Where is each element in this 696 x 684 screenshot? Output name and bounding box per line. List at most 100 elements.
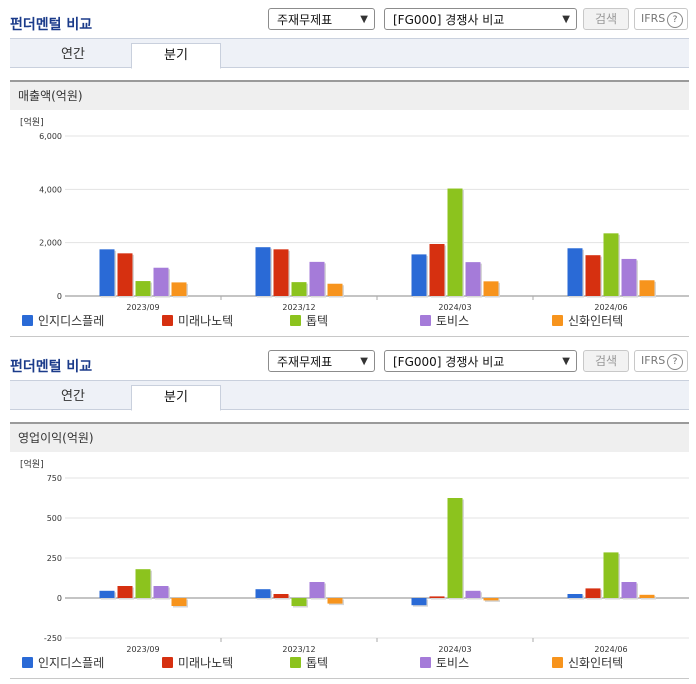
ifrs-button[interactable]: IFRS ? [634,8,688,30]
operating-profit-chart: [억원] -250 0 250 500 750 2023/09 2023/12 2024/03 2… [10,452,689,679]
bar[interactable] [585,588,601,598]
legend-item[interactable]: 톱텍 [290,312,328,330]
legend-item[interactable]: 토비스 [420,312,469,330]
unit-label: [억원] [20,116,44,128]
search-button[interactable]: 검색 [583,350,629,372]
legend-label: 토비스 [436,656,470,670]
y-tick-label: 0 [57,292,62,301]
legend-item[interactable]: 인지디스플레 [22,654,104,672]
bar[interactable] [483,281,499,296]
statement-type-value: 주재무제표 [277,13,333,27]
peer-group-select[interactable]: [FG000] 경쟁사 비교 ▼ [384,8,577,30]
ifrs-button[interactable]: IFRS ? [634,350,688,372]
tab-quarterly[interactable]: 분기 [131,385,221,411]
bar[interactable] [483,598,499,601]
legend-item[interactable]: 미래나노텍 [162,654,233,672]
bar[interactable] [621,582,637,598]
legend-label: 인지디스플레 [38,656,105,670]
legend-item[interactable]: 톱텍 [290,654,328,672]
search-button[interactable]: 검색 [583,8,629,30]
y-tick-label: 500 [47,514,62,523]
bar[interactable] [639,594,655,598]
bar[interactable] [291,282,307,296]
legend-item[interactable]: 미래나노텍 [162,312,233,330]
bar[interactable] [309,582,325,598]
operating-profit-chart-svg: [억원] -250 0 250 500 750 2023/09 2023/12 2024/03 2… [20,458,689,654]
legend-swatch [162,657,173,668]
bar[interactable] [99,249,115,296]
legend-label: 톱텍 [306,314,329,328]
statement-type-select[interactable]: 주재무제표 ▼ [268,8,375,30]
bar[interactable] [447,188,463,296]
bar[interactable] [99,590,115,598]
bar[interactable] [117,586,133,598]
bar[interactable] [135,569,151,598]
bar[interactable] [585,255,601,296]
legend-swatch [420,657,431,668]
y-tick-label: 0 [57,594,62,603]
legend-item[interactable]: 인지디스플레 [22,312,104,330]
legend-label: 미래나노텍 [178,656,234,670]
bar-shadow [431,597,446,600]
statement-type-select[interactable]: 주재무제표 ▼ [268,350,375,372]
bar[interactable] [639,280,655,296]
bar[interactable] [135,281,151,296]
fundamental-panel-operating-profit: 펀더멘털 비교 주재무제표 ▼ [FG000] 경쟁사 비교 ▼ 검색 IFRS… [0,342,696,684]
legend-swatch [22,315,33,326]
bar[interactable] [117,253,133,296]
legend-item[interactable]: 토비스 [420,654,469,672]
tab-quarterly[interactable]: 분기 [131,43,221,69]
bar[interactable] [273,249,289,296]
divider [10,336,689,337]
bar[interactable] [153,586,169,598]
bar[interactable] [171,598,187,606]
legend-label: 인지디스플레 [38,314,105,328]
legend-swatch [552,657,563,668]
legend-swatch [162,315,173,326]
y-tick-label: 4,000 [39,185,62,194]
statement-type-value: 주재무제표 [277,355,333,369]
bar[interactable] [621,258,637,296]
tab-annual[interactable]: 연간 [61,47,85,62]
peer-group-select[interactable]: [FG000] 경쟁사 비교 ▼ [384,350,577,372]
legend-item[interactable]: 신화인터텍 [552,654,623,672]
bar[interactable] [603,233,619,296]
bar[interactable] [567,594,583,598]
bar[interactable] [411,254,427,296]
bar[interactable] [465,262,481,296]
y-tick-label: -250 [44,634,62,643]
bar[interactable] [273,594,289,598]
bar[interactable] [327,598,343,604]
bar[interactable] [153,267,169,296]
bar[interactable] [447,498,463,598]
bar[interactable] [291,598,307,606]
bar[interactable] [327,283,343,296]
bar[interactable] [171,282,187,296]
sales-chart: [억원] 0 2,000 4,000 6,000 2023/09 2023/12 2024/0… [10,110,689,337]
legend-swatch [22,657,33,668]
legend-item[interactable]: 신화인터텍 [552,312,623,330]
bar[interactable] [309,261,325,296]
sales-chart-svg: [억원] 0 2,000 4,000 6,000 2023/09 2023/12 2024/0… [20,116,689,312]
legend-label: 신화인터텍 [568,314,624,328]
tab-annual[interactable]: 연간 [61,389,85,404]
x-tick-label: 2023/12 [282,303,315,312]
y-tick-label: 750 [47,474,62,483]
y-tick-label: 250 [47,554,62,563]
bar[interactable] [255,589,271,598]
bar[interactable] [603,552,619,598]
unit-label: [억원] [20,458,44,470]
bar[interactable] [465,590,481,598]
bar[interactable] [429,596,445,598]
bar[interactable] [567,248,583,296]
chevron-down-icon: ▼ [562,14,570,25]
bar[interactable] [411,598,427,606]
y-tick-label: 6,000 [39,132,62,141]
panel-title: 펀더멘털 비교 [10,359,93,375]
metric-title: 영업이익(억원) [10,422,689,452]
x-tick-label: 2023/09 [126,303,159,312]
bar[interactable] [429,244,445,296]
ifrs-label: IFRS [641,12,666,25]
chart-legend: 인지디스플레 미래나노텍 톱텍 토비스 신화인터텍 [22,312,682,330]
bar[interactable] [255,247,271,296]
